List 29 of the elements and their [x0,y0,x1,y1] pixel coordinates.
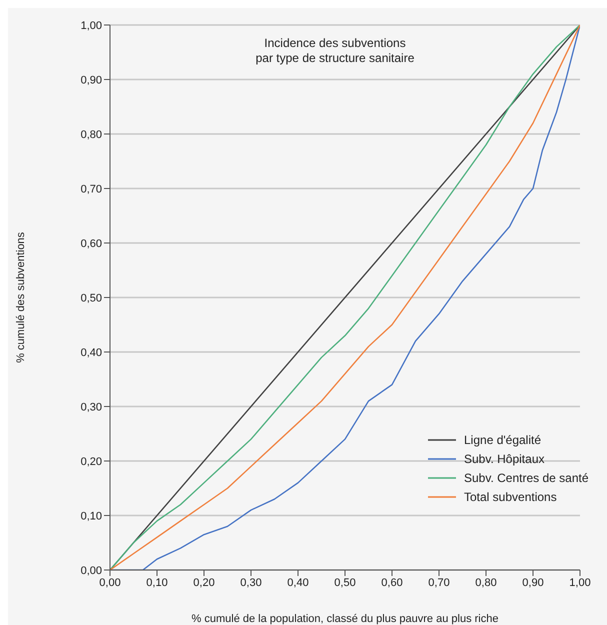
x-tick-label: 0,90 [522,576,544,589]
y-axis-title: % cumulé des subventions [14,232,27,363]
y-tick-label: 0,10 [80,510,102,522]
y-tick-label: 0,40 [80,346,102,359]
x-tick-label: 0,00 [99,576,121,589]
x-tick-label: 1,00 [569,576,591,589]
x-tick-label: 0,10 [146,576,168,589]
y-tick-label: 0,00 [80,564,102,577]
legend-label: Subv. Hôpitaux [464,452,544,466]
y-tick-label: 0,60 [80,238,102,250]
y-tick-label: 0,30 [80,401,102,414]
y-tick-label: 1,00 [80,20,102,32]
x-tick-label: 0,30 [240,576,262,589]
x-tick-label: 0,70 [428,576,450,589]
legend-label: Subv. Centres de santé [464,471,589,485]
x-tick-label: 0,60 [381,576,403,589]
y-tick-label: 0,80 [80,128,102,141]
y-tick-label: 0,20 [80,456,102,468]
x-tick-label: 0,20 [193,576,215,589]
y-tick-label: 0,70 [80,183,102,196]
x-tick-label: 0,80 [475,576,497,589]
y-tick-label: 0,50 [80,292,102,304]
x-tick-label: 0,40 [287,576,309,589]
text: Incidence des subventions par type de structure sanitaire [256,36,415,65]
legend-label: Total subventions [464,490,557,504]
legend-label: Ligne d'égalité [464,433,542,447]
x-tick-label: 0,50 [334,576,356,589]
y-tick-label: 0,90 [80,74,102,86]
x-axis-title: % cumulé de la population, classé du plus pauvre au plus riche [192,613,498,625]
